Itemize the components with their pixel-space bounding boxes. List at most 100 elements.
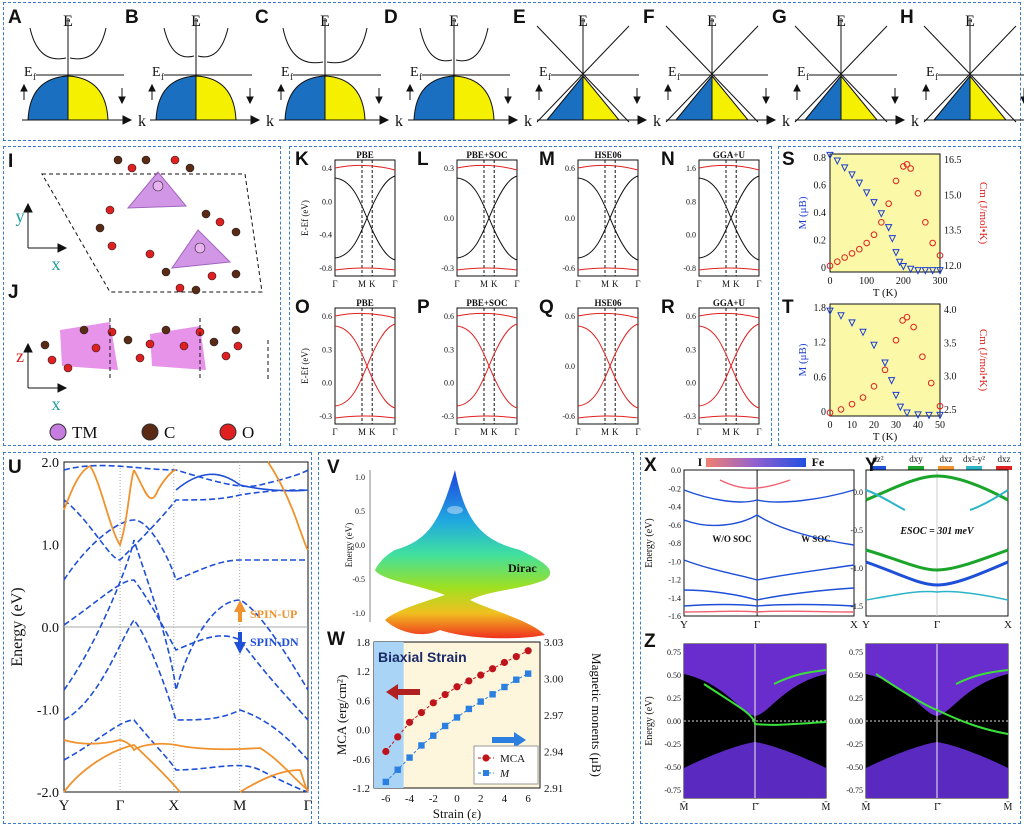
marker-Cm (899, 317, 906, 324)
cb-right (69, 27, 107, 60)
atom (170, 155, 180, 165)
fermi-label: E (926, 65, 935, 80)
marker-Cm (848, 250, 856, 257)
panel-letter-W: W (327, 629, 345, 650)
ytick: 0.0 (686, 231, 696, 240)
spin-down-dome (453, 75, 495, 121)
legend-label-M: M (499, 768, 510, 780)
ylabel-left: M (μB) (797, 343, 809, 376)
orbital-band (865, 548, 1009, 572)
spin-dn-head (891, 96, 899, 105)
marker-Cm (936, 252, 944, 259)
kpoint-label: M (358, 427, 366, 437)
cb-left (282, 27, 324, 64)
band-panel-R: GGA+U Γ M K Γ 0.6 0.3 0.0 -0.3 (683, 298, 761, 437)
atom (161, 267, 171, 277)
marker-Cm (936, 402, 944, 410)
ytick: 1.6 (686, 164, 696, 173)
left-axis-arrow (386, 684, 420, 700)
fermi-sub: f (290, 72, 293, 82)
marker-Cm (826, 262, 834, 270)
k-axis-label: k (653, 113, 661, 130)
spin-up-band (239, 769, 309, 793)
dirac-line-2 (665, 25, 759, 123)
ytick: -0.8 (668, 539, 681, 548)
marker-M (465, 705, 473, 713)
panel-Y: dz² dxy dxz dx²-y² dxz 0.0 -0.5 -1.0 -1.5 Y Γ X ESOC… (850, 454, 1012, 631)
marker-Cm (910, 323, 917, 331)
spin-dn-head (375, 96, 383, 105)
band-line (577, 175, 639, 259)
energy-axis-label: E (578, 13, 588, 30)
spin-up-dome (413, 75, 455, 121)
legend-label-O: O (242, 423, 254, 442)
marker-M (925, 411, 933, 420)
ylabel-right: Cm (J/mol•K) (977, 182, 989, 245)
atom (47, 355, 57, 365)
kpoint-label: Γ (756, 279, 761, 289)
atom (107, 327, 117, 337)
panel-letter-H: H (900, 7, 914, 28)
marker-M (430, 732, 437, 739)
marker-Cm (859, 394, 867, 401)
ylabel-right: Cm (J/mol•K) (977, 329, 989, 392)
band-line (334, 177, 396, 261)
panel-letter-Z: Z (644, 631, 656, 652)
band-line (698, 177, 760, 261)
ylabel-left: M (μB) (797, 196, 809, 229)
xtick: 6 (525, 793, 531, 805)
legend-label: dxz (940, 454, 953, 464)
xtick: 4 (502, 793, 508, 805)
marker-MCA (524, 647, 532, 655)
fermi-sub: f (33, 72, 36, 82)
ytick: -1.6 (668, 612, 681, 621)
band-line (456, 325, 518, 409)
kpoint-label: Γ (575, 427, 580, 437)
energy-axis-label: E (836, 13, 846, 30)
kpoint-label: K (612, 279, 619, 289)
schematic-B: Ek E f (148, 13, 274, 130)
band-line (456, 175, 518, 259)
xtick: 0 (454, 793, 460, 805)
ytick: 0.0 (444, 379, 454, 388)
kpoint-label: M (722, 427, 730, 437)
marker-Cm (903, 161, 911, 168)
ytick: 0.3 (444, 164, 454, 173)
legend-swatch (996, 466, 1012, 470)
marker-MCA (465, 677, 473, 685)
ytick-left: 0 (821, 263, 826, 274)
ytick: -0.50 (846, 763, 863, 772)
spin-dn-band (63, 539, 309, 691)
marker-M (441, 722, 449, 730)
left-label: W/O SOC (712, 534, 751, 544)
kpoint-label: Γ̄ (934, 802, 942, 813)
kpoint-label: Γ (454, 427, 459, 437)
band-line (456, 323, 518, 407)
spin-dn-head (1020, 96, 1024, 105)
highlight (447, 506, 463, 514)
ytick: 2.0 (42, 456, 60, 471)
kpoint-label: Γ (454, 279, 459, 289)
ytick: 0.00 (667, 717, 681, 726)
spin-up-dome (155, 75, 197, 121)
atom (135, 353, 145, 363)
marker-Cm (900, 163, 907, 170)
band-line (456, 267, 518, 271)
ytick-left: 1.2 (356, 666, 370, 678)
marker-Cm (848, 400, 856, 408)
marker-M (418, 742, 425, 749)
spin-down-dome (195, 75, 237, 121)
band (719, 479, 791, 489)
xtick: 200 (896, 276, 911, 287)
kpoint-label: Γ (332, 427, 337, 437)
marker-M (837, 312, 845, 320)
marker-MCA (405, 718, 414, 726)
spin-down-cone (711, 74, 750, 121)
energy-axis-label: E (449, 13, 459, 30)
band-panel-O: PBE Γ M K Γ 0.6 0.3 0.0 -0.3 (319, 298, 397, 437)
spin-down-cone (969, 74, 1008, 121)
surface-state (955, 669, 1009, 685)
kpoint-label: Γ (635, 427, 640, 437)
right-axis-arrow (492, 732, 526, 748)
ytick: 0.25 (667, 694, 681, 703)
